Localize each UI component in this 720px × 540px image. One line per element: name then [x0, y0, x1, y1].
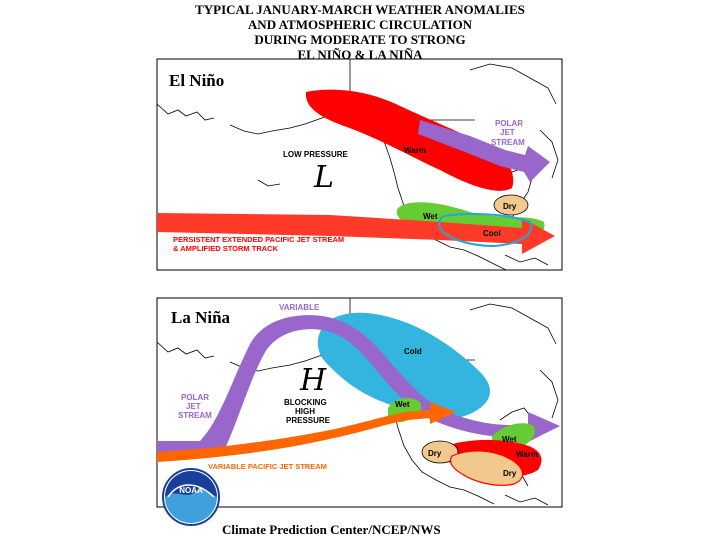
cool-region [438, 213, 533, 248]
warm-label: Warm [404, 146, 426, 155]
polar-jet-label-1: POLAR [181, 393, 209, 402]
cool-label: Cool [483, 229, 501, 238]
variable-label: VARIABLE [279, 303, 320, 312]
credit-line: Climate Prediction Center/NCEP/NWS [222, 522, 441, 537]
warm-label: Warm [516, 450, 538, 459]
blocking-label-1: BLOCKING [284, 398, 327, 407]
dry-region [493, 194, 529, 216]
panel-label: La Niña [171, 308, 231, 327]
cold-label: Cold [404, 347, 422, 356]
el-nino-panel: El Niño LOW PRESSURE L Warm Dry Wet Cool… [156, 58, 563, 271]
wet-west-label: Wet [395, 400, 410, 409]
polar-jet-label-2: JET [186, 402, 201, 411]
blocking-label-2: HIGH [295, 407, 315, 416]
low-pressure-label: LOW PRESSURE [283, 150, 349, 159]
la-nina-panel: La Niña VARIABLE Cold H BLOCKING HIGH PR… [156, 297, 563, 508]
polar-jet-label-3: STREAM [178, 411, 212, 420]
polar-jet-label-3: STREAM [491, 138, 525, 147]
wet-label: Wet [423, 212, 438, 221]
title-line-4: EL NIÑO & LA NIÑA [297, 47, 423, 62]
figure-title: TYPICAL JANUARY-MARCH WEATHER ANOMALIES … [0, 2, 720, 62]
pacific-jet-label: VARIABLE PACIFIC JET STREAM [208, 462, 327, 471]
polar-jet-arrow [418, 120, 550, 182]
low-pressure-symbol: L [313, 160, 334, 195]
title-line-1: TYPICAL JANUARY-MARCH WEATHER ANOMALIES [195, 2, 525, 17]
pacific-jet-arrow [157, 213, 555, 254]
polar-jet-label-2: JET [500, 128, 515, 137]
noaa-logo-wave [165, 488, 217, 523]
dry-east-region [449, 450, 524, 486]
polar-jet-label-1: POLAR [495, 119, 523, 128]
blocking-label-3: PRESSURE [286, 416, 331, 425]
noaa-logo-bird-icon [167, 484, 215, 498]
title-line-3: DURING MODERATE TO STRONG [254, 32, 466, 47]
warm-region [305, 89, 514, 191]
dry-label: Dry [503, 202, 517, 211]
polar-jet-arrow [157, 315, 560, 455]
pacific-jet-arrow [157, 402, 456, 462]
noaa-logo: NOAA [162, 468, 220, 526]
noaa-logo-text: NOAA [179, 486, 203, 495]
high-pressure-symbol: H [299, 363, 327, 398]
dry-west-label: Dry [428, 449, 442, 458]
pacific-jet-label-1: PERSISTENT EXTENDED PACIFIC JET STREAM [173, 235, 344, 244]
dry-west-region [421, 440, 459, 464]
panel-label: El Niño [169, 71, 224, 90]
wet-east-label: Wet [502, 435, 517, 444]
title-line-2: AND ATMOSPHERIC CIRCULATION [247, 17, 473, 32]
dry-east-label: Dry [503, 469, 517, 478]
pacific-jet-label-2: & AMPLIFIED STORM TRACK [173, 244, 279, 253]
